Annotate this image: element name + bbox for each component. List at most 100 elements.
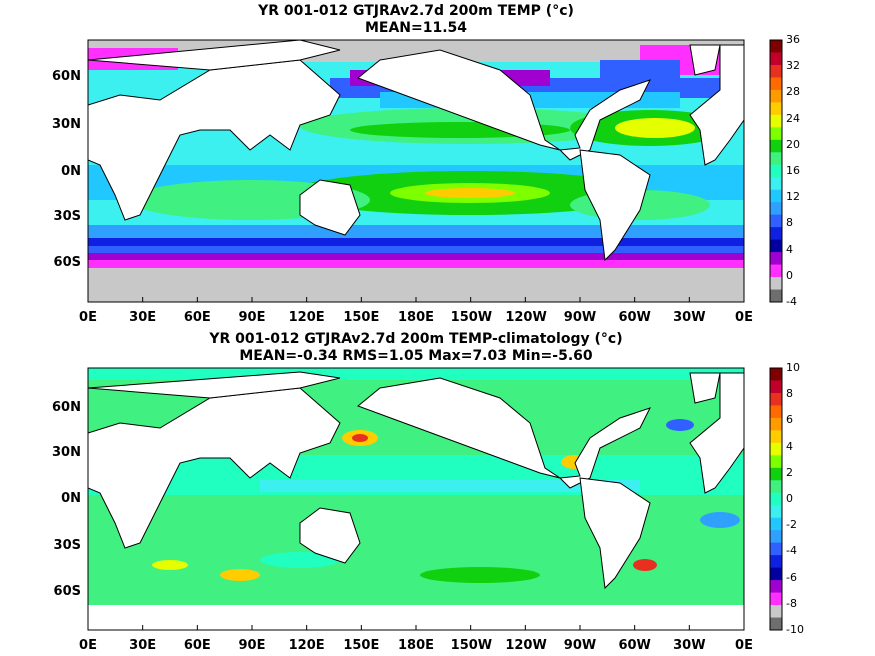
top-xtick-label: 60E (183, 310, 211, 325)
top-colorbar-cell (770, 152, 782, 166)
top-colorbar-frame (769, 39, 783, 303)
bottom-colorbar-label: 0 (786, 492, 793, 505)
axis-ticks (87, 297, 745, 630)
top-xtick-label: 120W (505, 310, 547, 325)
bottom-colorbar-cell (770, 392, 782, 406)
top-ytick-0n: 0N (61, 164, 81, 179)
bottom-colorbar-cell (770, 592, 782, 606)
top-colorbar-cell (770, 252, 782, 266)
top-colorbar-cell (770, 189, 782, 203)
bottom-colorbar-cell (770, 605, 782, 619)
top-xtick-label: 150W (450, 310, 493, 325)
top-title-line2: MEAN=11.54 (364, 20, 468, 36)
top-colorbar-label: 4 (786, 242, 793, 256)
bottom-colorbar-cell (770, 555, 782, 569)
bottom-colorbar-cell (770, 480, 782, 494)
top-xtick-label: 90E (238, 310, 266, 325)
bottom-xtick-label: 120W (505, 638, 547, 653)
bottom-xtick-label: 90W (563, 638, 597, 653)
bottom-colorbar-cell (770, 542, 782, 556)
top-land (88, 40, 744, 262)
bottom-xtick-label: 30E (129, 638, 157, 653)
bottom-xtick-label: 150W (450, 638, 493, 653)
top-colorbar-cell (770, 227, 782, 241)
bottom-colorbar-label: -6 (786, 570, 797, 584)
top-colorbar-cell (770, 164, 782, 178)
top-ytick-60s: 60S (53, 255, 81, 270)
top-ytick-60n: 60N (52, 69, 81, 84)
top-colorbar-label: -4 (786, 295, 797, 308)
top-xtick-label: 30W (673, 310, 706, 325)
top-colorbar-cell (770, 40, 782, 53)
top-colorbar-cell (770, 214, 782, 228)
bottom-colorbar-cell (770, 567, 782, 581)
bottom-colorbar-cell (770, 455, 782, 469)
top-colorbar-cell (770, 127, 782, 141)
bottom-colorbar-cell (770, 405, 782, 419)
top-colorbar-cell (770, 89, 782, 103)
top-colorbar-cell (770, 102, 782, 116)
bottom-colorbar-cell (770, 417, 782, 431)
top-xtick-label: 90W (563, 310, 597, 325)
bottom-colorbar-cell (770, 530, 782, 544)
bottom-xtick-label: 60W (618, 638, 651, 653)
bottom-colorbar-cell (770, 467, 782, 481)
top-colorbar-label: 24 (786, 111, 800, 125)
bottom-colorbar-label: 10 (786, 361, 800, 374)
top-colorbar-cell (770, 177, 782, 191)
top-colorbar-label: 12 (786, 190, 800, 204)
top-colorbar-label: 28 (786, 85, 800, 99)
bottom-ytick-60n: 60N (52, 400, 81, 415)
bottom-ytick-30s: 30S (53, 538, 81, 553)
top-xtick-label: 0E (79, 310, 97, 325)
top-colorbar-label: 20 (786, 137, 800, 151)
bottom-colorbar-label: -4 (786, 544, 797, 558)
top-colorbar-label: 16 (786, 164, 800, 177)
bottom-land (88, 371, 744, 590)
top-xtick-label: 0E (735, 310, 753, 325)
bottom-colorbar-cell (770, 368, 782, 381)
top-colorbar-cell (770, 202, 782, 216)
top-colorbar-label: 32 (786, 59, 800, 73)
top-title-line1: YR 001-012 GTJRAv2.7d 200m TEMP (°c) (258, 3, 574, 19)
top-xtick-label: 60W (618, 310, 651, 325)
top-ytick-30n: 30N (52, 117, 81, 132)
top-colorbar-cell (770, 64, 782, 78)
top-colorbar-cell (770, 239, 782, 253)
bottom-colorbar-label: 8 (786, 387, 793, 401)
bottom-ytick-60s: 60S (53, 584, 81, 599)
bottom-colorbar-cell (770, 442, 782, 456)
top-colorbar-cell (770, 77, 782, 91)
bottom-ytick-0n: 0N (61, 491, 81, 506)
top-colorbar-cell (770, 114, 782, 128)
bottom-colorbar-label: -10 (786, 623, 804, 636)
bottom-xtick-label: 30W (673, 638, 706, 653)
top-xtick-label: 120E (288, 310, 325, 325)
top-colorbar-cell (770, 289, 782, 303)
bottom-colorbar-cell (770, 430, 782, 444)
bottom-xtick-label: 120E (288, 638, 325, 653)
bottom-colorbar-cell (770, 580, 782, 594)
bottom-colorbar-frame (769, 367, 783, 631)
top-xtick-label: 150E (343, 310, 380, 325)
top-colorbar (769, 39, 783, 303)
top-colorbar-cell (770, 139, 782, 153)
bottom-colorbar-label: 6 (786, 413, 793, 427)
bottom-xtick-label: 150E (343, 638, 380, 653)
bottom-colorbar-cell (770, 505, 782, 519)
bottom-colorbar-label: -2 (786, 518, 797, 532)
bottom-colorbar (769, 367, 783, 631)
top-colorbar-label: 8 (786, 216, 793, 230)
bottom-xtick-label: 0E (79, 638, 97, 653)
top-colorbar-label: 36 (786, 33, 800, 46)
top-map-field (88, 40, 744, 302)
bottom-colorbar-cell (770, 617, 782, 631)
top-colorbar-cell (770, 52, 782, 66)
bottom-colorbar-label: 4 (786, 439, 793, 453)
top-ytick-30s: 30S (53, 209, 81, 224)
bottom-title-line2: MEAN=-0.34 RMS=1.05 Max=7.03 Min=-5.60 (239, 348, 593, 364)
bottom-map-field (88, 368, 744, 630)
top-colorbar-label: 0 (786, 268, 793, 282)
top-xtick-label: 30E (129, 310, 157, 325)
